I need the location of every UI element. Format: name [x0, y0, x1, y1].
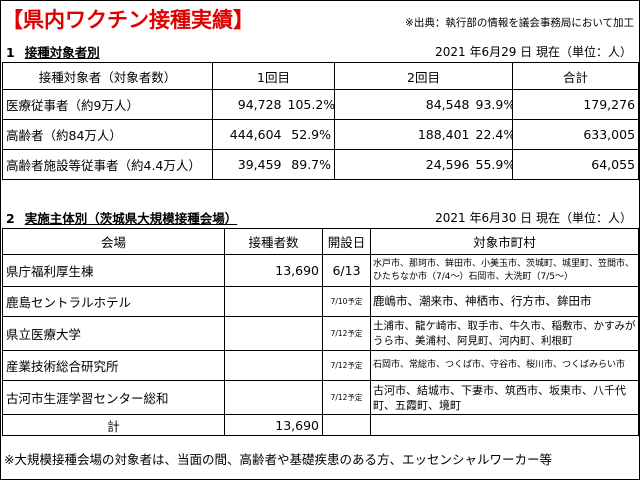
- header-open: 開設日: [322, 228, 371, 255]
- venue-count: 13,690: [224, 254, 323, 287]
- venue-name: 鹿島セントラルホテル: [2, 286, 225, 317]
- header-total: 合計: [512, 62, 640, 90]
- header-areas: 対象市町村: [370, 228, 639, 255]
- venue-name: 県庁福利厚生棟: [2, 254, 225, 287]
- dose2-value: 24,596: [334, 149, 473, 180]
- section1-heading: 1 接種対象者別: [6, 42, 100, 61]
- venue-name: 県立医療大学: [2, 316, 225, 351]
- total-value: 64,055: [512, 149, 640, 180]
- header-venue: 会場: [2, 228, 225, 255]
- venue-open-date: 6/13: [322, 254, 371, 287]
- table-row: 鹿島セントラルホテル 7/10予定 鹿嶋市、潮来市、神栖市、行方市、鉾田市: [2, 286, 639, 317]
- table-row: 県立医療大学 7/12予定 土浦市、龍ケ崎市、取手市、牛久市、稲敷市、かすみがう…: [2, 316, 639, 351]
- venue-name: 古河市生涯学習センター総和: [2, 380, 225, 415]
- venue-areas: 水戸市、那珂市、鉾田市、小美玉市、茨城町、城里町、笠間市、ひたちなか市（7/4～…: [370, 254, 639, 287]
- row-label: 高齢者（約84万人）: [2, 119, 213, 150]
- venue-open-date: 7/12予定: [322, 350, 371, 381]
- venue-count: [224, 286, 323, 317]
- venue-count: [224, 316, 323, 351]
- table-row: 古河市生涯学習センター総和 7/12予定 古河市、結城市、下妻市、筑西市、坂東市…: [2, 380, 639, 415]
- dose2-value: 84,548: [334, 89, 473, 120]
- total-empty-cell: [370, 414, 639, 436]
- venue-areas: 石岡市、常総市、つくば市、守谷市、桜川市、つくばみらい市: [370, 350, 639, 381]
- venue-areas: 古河市、結城市、下妻市、筑西市、坂東市、八千代町、五霞町、境町: [370, 380, 639, 415]
- source-note: ※出典：執行部の情報を議会事務局において加工: [405, 17, 634, 29]
- total-count: 13,690: [224, 414, 323, 436]
- header-dose2: 2回目: [334, 62, 514, 90]
- section2-heading: 2 実施主体別（茨城県大規模接種会場）: [6, 208, 237, 227]
- venue-open-date: 7/10予定: [322, 286, 371, 317]
- header-target: 接種対象者（対象者数）: [2, 62, 213, 90]
- dose2-percent: 55.9%: [472, 149, 514, 180]
- venue-areas: 土浦市、龍ケ崎市、取手市、牛久市、稲敷市、かすみがうら市、美浦村、阿見町、河内町…: [370, 316, 639, 351]
- venue-open-date: 7/12予定: [322, 316, 371, 351]
- dose1-value: 39,459: [212, 149, 285, 180]
- section2-title: 実施主体別（茨城県大規模接種会場）: [24, 211, 238, 226]
- venue-count: [224, 380, 323, 415]
- header-dose1: 1回目: [211, 62, 336, 90]
- dose1-value: 444,604: [212, 119, 285, 150]
- section2-date: 2021 年6月30 日 現在（単位：人）: [435, 211, 632, 225]
- section2-number: 2: [6, 211, 15, 226]
- section1-date: 2021 年6月29 日 現在（単位：人）: [435, 45, 632, 59]
- total-empty-cell: [322, 414, 371, 436]
- header-count: 接種者数: [224, 228, 323, 255]
- dose1-percent: 52.9%: [284, 119, 336, 150]
- dose2-value: 188,401: [334, 119, 473, 150]
- total-label: 計: [2, 414, 225, 436]
- table-row: 県庁福利厚生棟 13,690 6/13 水戸市、那珂市、鉾田市、小美玉市、茨城町…: [2, 254, 639, 287]
- page-title: 【県内ワクチン接種実績】: [2, 8, 254, 32]
- section1-table: 接種対象者（対象者数） 1回目 2回目 合計 医療従事者（約9万人） 94,72…: [2, 62, 640, 180]
- section1-title: 接種対象者別: [24, 45, 100, 60]
- table-row: 高齢者（約84万人） 444,604 52.9% 188,401 22.4% 6…: [2, 119, 640, 150]
- table-header-row: 接種対象者（対象者数） 1回目 2回目 合計: [2, 62, 640, 90]
- table-row: 産業技術総合研究所 7/12予定 石岡市、常総市、つくば市、守谷市、桜川市、つく…: [2, 350, 639, 381]
- table-total-row: 計 13,690: [2, 414, 639, 436]
- venue-count: [224, 350, 323, 381]
- table-row: 高齢者施設等従事者（約4.4万人） 39,459 89.7% 24,596 55…: [2, 149, 640, 180]
- row-label: 高齢者施設等従事者（約4.4万人）: [2, 149, 213, 180]
- venue-areas: 鹿嶋市、潮来市、神栖市、行方市、鉾田市: [370, 286, 639, 317]
- dose1-percent: 105.2%: [284, 89, 336, 120]
- row-label: 医療従事者（約9万人）: [2, 89, 213, 120]
- total-value: 179,276: [512, 89, 640, 120]
- dose1-percent: 89.7%: [284, 149, 336, 180]
- table-header-row: 会場 接種者数 開設日 対象市町村: [2, 228, 639, 255]
- venue-open-date: 7/12予定: [322, 380, 371, 415]
- total-value: 633,005: [512, 119, 640, 150]
- section2-table: 会場 接種者数 開設日 対象市町村 県庁福利厚生棟 13,690 6/13 水戸…: [2, 228, 639, 436]
- dose2-percent: 22.4%: [472, 119, 514, 150]
- table-row: 医療従事者（約9万人） 94,728 105.2% 84,548 93.9% 1…: [2, 89, 640, 120]
- section1-number: 1: [6, 45, 15, 60]
- dose2-percent: 93.9%: [472, 89, 514, 120]
- footnote: ※大規模接種会場の対象者は、当面の間、高齢者や基礎疾患のある方、エッセンシャルワ…: [4, 452, 552, 467]
- dose1-value: 94,728: [212, 89, 285, 120]
- venue-name: 産業技術総合研究所: [2, 350, 225, 381]
